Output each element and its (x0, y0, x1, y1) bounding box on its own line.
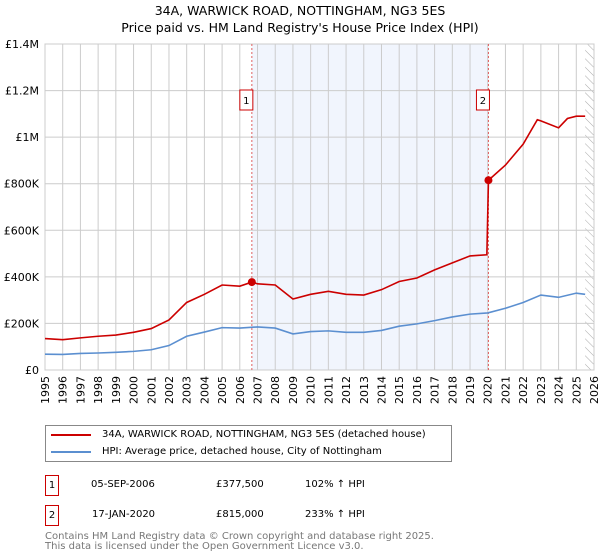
x-tick-label: 2025 (570, 376, 583, 404)
x-tick-label: 2023 (535, 376, 548, 404)
sale-hpi: 102% ↑ HPI (305, 479, 365, 490)
sale-hpi: 233% ↑ HPI (305, 509, 365, 520)
x-tick-label: 2001 (145, 376, 158, 404)
y-tick-label: £600K (4, 224, 40, 237)
x-tick-label: 2008 (269, 376, 282, 404)
ownership-shaded-region (251, 44, 489, 370)
y-tick-label: £800K (4, 178, 40, 191)
sale-marker-label: 2 (480, 96, 486, 107)
x-tick-label: 2011 (322, 376, 335, 404)
hpi-line (44, 292, 586, 356)
sale-row-1: 1 05-SEP-2006 £377,500 102% ↑ HPI (45, 475, 545, 496)
x-tick-label: 2006 (234, 376, 247, 404)
x-tick-label: 2013 (358, 376, 371, 404)
sale-price: £815,000 (216, 509, 264, 520)
legend-swatch-red (51, 433, 91, 436)
footer-licence: This data is licensed under the Open Gov… (45, 541, 364, 552)
x-tick-label: 2007 (252, 376, 265, 404)
x-tick-label: 1995 (39, 376, 52, 404)
sale-marker-box (475, 89, 490, 111)
x-tick-label: 2017 (429, 376, 442, 404)
x-tick-label: 1999 (110, 376, 123, 404)
x-tick-label: 2012 (340, 376, 353, 404)
legend-swatch-blue (51, 450, 91, 453)
y-tick-label: £1M (16, 131, 40, 144)
x-tick-label: 2022 (517, 376, 530, 404)
sale-date: 17-JAN-2020 (92, 509, 156, 520)
sale-marker-badge: 2 (45, 505, 59, 526)
x-tick-label: 2004 (198, 376, 211, 404)
sale-point (484, 176, 493, 185)
y-tick-label: £1.2M (5, 85, 39, 98)
legend: 34A, WARWICK ROAD, NOTTINGHAM, NG3 5ES (… (45, 425, 452, 462)
x-tick-label: 1996 (57, 376, 70, 404)
sale-point (247, 278, 256, 287)
x-tick-label: 2024 (553, 376, 566, 404)
y-tick-label: £200K (4, 317, 40, 330)
plot-frame (44, 43, 595, 371)
x-tick-label: 2005 (216, 376, 229, 404)
x-tick-label: 2016 (411, 376, 424, 404)
y-tick-label: £0 (25, 364, 39, 377)
legend-item-property: 34A, WARWICK ROAD, NOTTINGHAM, NG3 5ES (… (51, 429, 426, 440)
x-tick-label: 2000 (128, 376, 141, 404)
sale-marker-label: 1 (243, 96, 249, 107)
x-tick-label: 2018 (446, 376, 459, 404)
forecast-hatch-region (585, 44, 594, 370)
y-tick-label: £400K (4, 271, 40, 284)
x-tick-label: 2014 (375, 376, 388, 404)
sale-marker-badge: 1 (45, 475, 59, 496)
footer-copyright: Contains HM Land Registry data © Crown c… (45, 531, 434, 542)
y-tick-label: £1.4M (5, 38, 39, 51)
x-tick-label: 2026 (588, 376, 600, 404)
legend-label: HPI: Average price, detached house, City… (102, 446, 382, 457)
sale-date: 05-SEP-2006 (91, 479, 155, 490)
x-tick-label: 2019 (464, 376, 477, 404)
legend-item-hpi: HPI: Average price, detached house, City… (51, 446, 382, 457)
sale-marker-box (239, 89, 254, 111)
legend-label: 34A, WARWICK ROAD, NOTTINGHAM, NG3 5ES (… (102, 429, 426, 440)
chart-subtitle: Price paid vs. HM Land Registry's House … (121, 20, 479, 35)
x-tick-label: 2015 (393, 376, 406, 404)
x-tick-label: 2009 (287, 376, 300, 404)
x-tick-label: 1998 (92, 376, 105, 404)
sale-row-2: 2 17-JAN-2020 £815,000 233% ↑ HPI (45, 505, 545, 526)
x-tick-label: 1997 (74, 376, 87, 404)
x-tick-label: 2020 (482, 376, 495, 404)
chart-title: 34A, WARWICK ROAD, NOTTINGHAM, NG3 5ES (154, 3, 446, 18)
x-tick-label: 2010 (305, 376, 318, 404)
x-tick-label: 2021 (499, 376, 512, 404)
x-tick-label: 2002 (163, 376, 176, 404)
chart-plot: 1995 1996 1997 1998 1999 2000 2001 2002 2003 2004… (4, 38, 600, 404)
sale-price: £377,500 (216, 479, 264, 490)
x-tick-label: 2003 (181, 376, 194, 404)
property-price-line (44, 115, 586, 341)
